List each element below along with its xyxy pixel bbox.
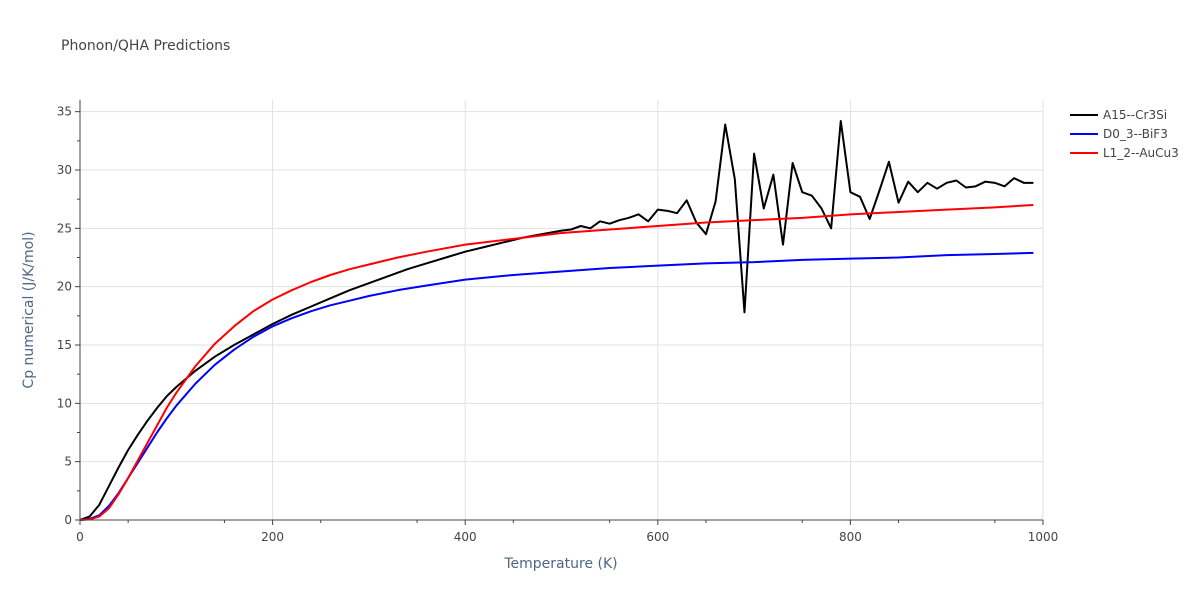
chart-title: Phonon/QHA Predictions [61,38,230,54]
y-tick-label: 15 [57,338,72,352]
y-tick-label: 20 [57,280,72,294]
series-line-a15-cr3si[interactable] [79,120,1034,521]
x-tick-label: 400 [454,530,477,544]
y-axis-title: Cp numerical (J/K/mol) [21,231,37,388]
y-tick-label: 30 [57,163,72,177]
x-tick-label: 800 [839,530,862,544]
x-tick-label: 200 [261,530,284,544]
legend-item[interactable]: A15--Cr3Si [1070,108,1167,122]
series-line-d0-3-bif3[interactable] [79,251,1034,521]
x-axis-title: Temperature (K) [503,556,617,572]
legend-label: A15--Cr3Si [1103,108,1167,122]
x-tick-label: 0 [76,530,84,544]
y-tick-label: 5 [64,455,72,469]
y-tick-label: 10 [57,396,72,410]
axis-layer: 0 200 400 600 800 1000 0 5 10 15 20 25 30 35 [57,100,1059,544]
grid-layer [80,100,1044,520]
legend-item[interactable]: D0_3--BiF3 [1070,127,1168,141]
x-tick-label: 1000 [1028,530,1059,544]
legend-label: L1_2--AuCu3 [1103,146,1179,160]
legend[interactable]: A15--Cr3Si D0_3--BiF3 L1_2--AuCu3 [1070,108,1179,160]
legend-item[interactable]: L1_2--AuCu3 [1070,146,1179,160]
legend-label: D0_3--BiF3 [1103,127,1168,141]
y-tick-label: 0 [64,513,72,527]
series-line-l1-2-aucu3[interactable] [79,204,1034,521]
series-layer[interactable] [79,120,1034,521]
x-tick-label: 600 [646,530,669,544]
y-tick-label: 25 [57,221,72,235]
y-tick-label: 35 [57,105,72,119]
